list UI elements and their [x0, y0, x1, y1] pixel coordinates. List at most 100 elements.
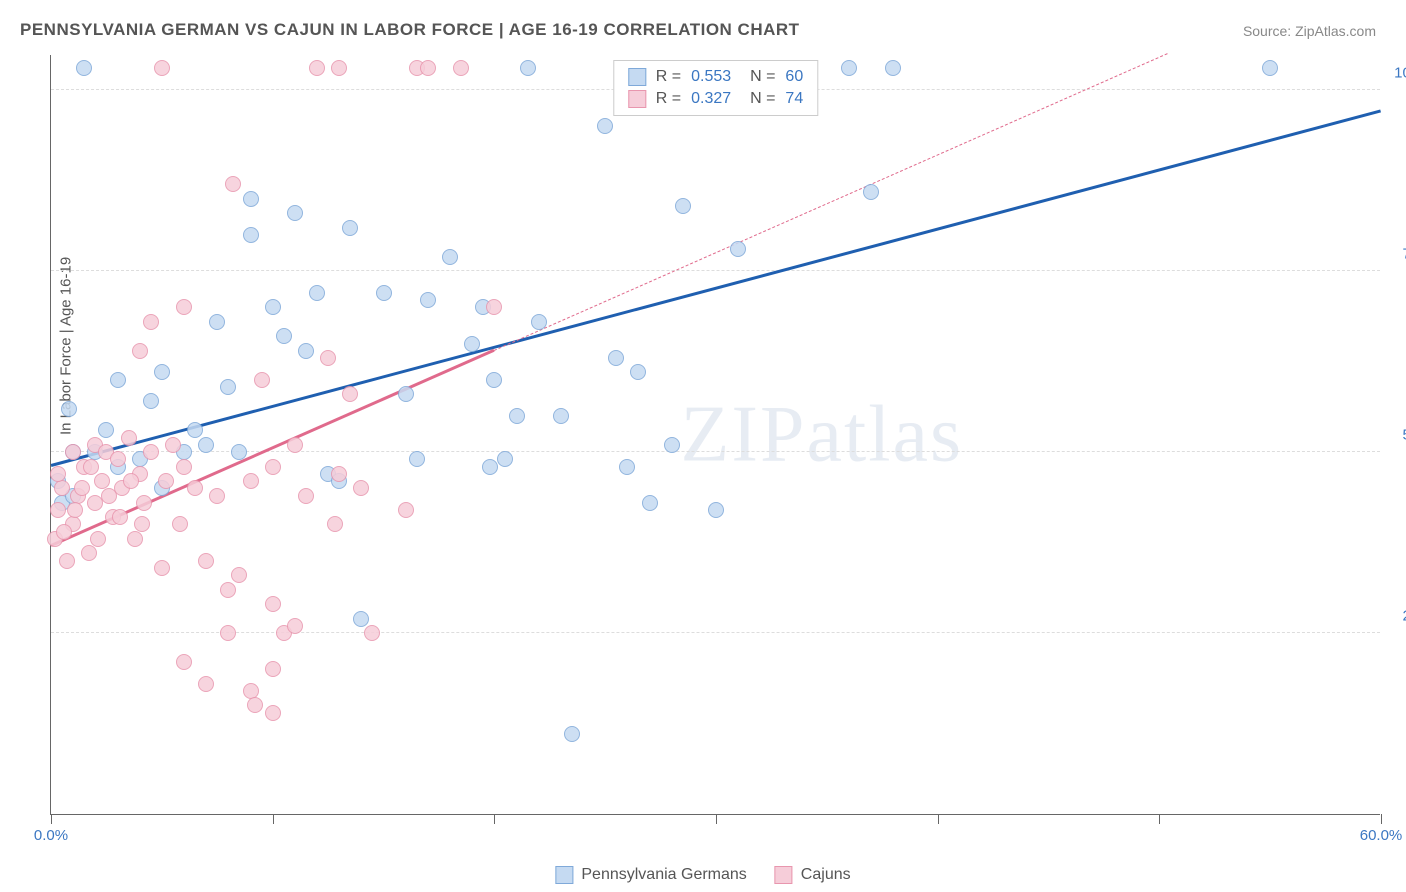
data-point: [331, 466, 347, 482]
y-tick-label: 75.0%: [1402, 246, 1406, 263]
data-point: [65, 444, 81, 460]
data-point: [265, 596, 281, 612]
data-point: [265, 299, 281, 315]
data-point: [50, 466, 66, 482]
data-point: [76, 60, 92, 76]
data-point: [376, 285, 392, 301]
x-tick: [1159, 814, 1160, 824]
data-point: [531, 314, 547, 330]
data-point: [509, 408, 525, 424]
x-tick: [716, 814, 717, 824]
legend-swatch: [775, 866, 793, 884]
data-point: [265, 459, 281, 475]
data-point: [398, 502, 414, 518]
source-label: Source: ZipAtlas.com: [1243, 23, 1376, 39]
stat-n-label: N =: [741, 90, 775, 108]
data-point: [154, 560, 170, 576]
trendline-solid: [51, 109, 1382, 466]
x-tick: [938, 814, 939, 824]
data-point: [265, 705, 281, 721]
data-point: [176, 459, 192, 475]
stat-swatch: [628, 90, 646, 108]
data-point: [619, 459, 635, 475]
data-point: [247, 697, 263, 713]
data-point: [331, 60, 347, 76]
data-point: [187, 480, 203, 496]
chart-title: PENNSYLVANIA GERMAN VS CAJUN IN LABOR FO…: [20, 20, 800, 40]
stats-box: R =0.553 N =60R =0.327 N =74: [613, 60, 818, 116]
data-point: [50, 502, 66, 518]
data-point: [209, 488, 225, 504]
data-point: [187, 422, 203, 438]
legend-item: Pennsylvania Germans: [555, 866, 746, 884]
data-point: [198, 553, 214, 569]
gridline: [51, 451, 1380, 452]
data-point: [364, 625, 380, 641]
stat-r-label: R =: [656, 90, 681, 108]
data-point: [342, 386, 358, 402]
data-point: [225, 176, 241, 192]
stat-n-value: 74: [785, 90, 803, 108]
data-point: [176, 299, 192, 315]
data-point: [497, 451, 513, 467]
data-point: [61, 401, 77, 417]
data-point: [287, 618, 303, 634]
data-point: [231, 444, 247, 460]
legend-label: Pennsylvania Germans: [581, 866, 746, 884]
data-point: [353, 480, 369, 496]
stat-r-label: R =: [656, 68, 681, 86]
data-point: [342, 220, 358, 236]
data-point: [841, 60, 857, 76]
data-point: [83, 459, 99, 475]
data-point: [67, 502, 83, 518]
watermark: ZIPatlas: [681, 389, 964, 480]
data-point: [101, 488, 117, 504]
data-point: [486, 372, 502, 388]
data-point: [134, 516, 150, 532]
gridline: [51, 270, 1380, 271]
data-point: [127, 531, 143, 547]
data-point: [327, 516, 343, 532]
data-point: [553, 408, 569, 424]
trendline-dashed: [494, 53, 1168, 351]
data-point: [320, 350, 336, 366]
y-tick-label: 50.0%: [1402, 427, 1406, 444]
y-tick-label: 25.0%: [1402, 608, 1406, 625]
data-point: [110, 372, 126, 388]
data-point: [243, 191, 259, 207]
data-point: [675, 198, 691, 214]
data-point: [630, 364, 646, 380]
data-point: [885, 60, 901, 76]
x-tick: [494, 814, 495, 824]
data-point: [56, 524, 72, 540]
data-point: [265, 661, 281, 677]
data-point: [564, 726, 580, 742]
data-point: [309, 60, 325, 76]
gridline: [51, 632, 1380, 633]
stat-n-value: 60: [785, 68, 803, 86]
data-point: [165, 437, 181, 453]
data-point: [298, 343, 314, 359]
data-point: [730, 241, 746, 257]
data-point: [520, 60, 536, 76]
data-point: [143, 444, 159, 460]
data-point: [863, 184, 879, 200]
data-point: [309, 285, 325, 301]
data-point: [276, 328, 292, 344]
data-point: [59, 553, 75, 569]
y-tick-label: 100.0%: [1394, 65, 1406, 82]
data-point: [220, 582, 236, 598]
data-point: [453, 60, 469, 76]
data-point: [172, 516, 188, 532]
data-point: [398, 386, 414, 402]
legend-swatch: [555, 866, 573, 884]
data-point: [420, 60, 436, 76]
data-point: [154, 60, 170, 76]
data-point: [608, 350, 624, 366]
data-point: [176, 654, 192, 670]
data-point: [597, 118, 613, 134]
x-tick-label: 0.0%: [34, 827, 68, 844]
stat-row: R =0.327 N =74: [628, 88, 803, 110]
data-point: [664, 437, 680, 453]
plot-area: In Labor Force | Age 16-19 ZIPatlas 25.0…: [50, 55, 1380, 815]
